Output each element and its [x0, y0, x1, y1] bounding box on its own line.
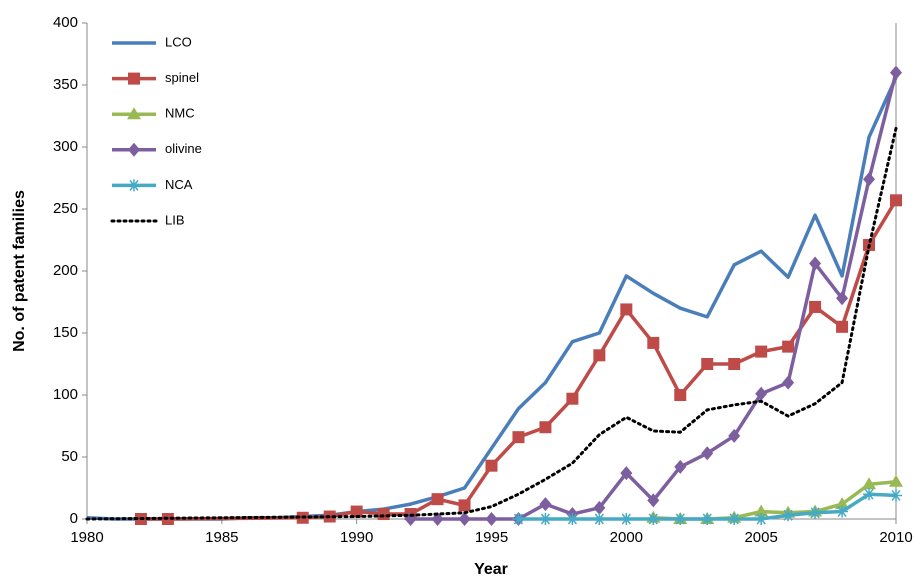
- marker: [863, 488, 876, 501]
- marker: [862, 477, 877, 490]
- marker: [755, 386, 768, 401]
- marker: [674, 459, 687, 474]
- marker: [728, 358, 741, 370]
- marker: [809, 256, 822, 271]
- marker: [128, 142, 140, 157]
- marker: [593, 349, 606, 362]
- marker: [836, 291, 849, 306]
- y-tick-label: 400: [53, 14, 78, 31]
- x-tick-label: 1990: [340, 529, 373, 546]
- legend-label: NCA: [165, 177, 193, 192]
- x-tick-label: 2005: [744, 529, 777, 546]
- marker: [889, 474, 903, 487]
- marker: [782, 509, 795, 522]
- x-axis-title: Year: [474, 561, 508, 578]
- y-tick-label: 0: [70, 510, 78, 527]
- series-line: [85, 126, 898, 521]
- marker: [647, 493, 660, 508]
- x-tick-label: 2010: [879, 529, 912, 546]
- marker: [835, 497, 850, 510]
- marker: [809, 300, 822, 313]
- series-line: [86, 76, 898, 521]
- marker: [647, 336, 660, 349]
- marker: [539, 421, 552, 434]
- y-tick-label: 300: [53, 138, 78, 155]
- y-tick-label: 150: [53, 324, 78, 341]
- marker: [458, 512, 471, 526]
- marker: [728, 428, 741, 443]
- marker: [755, 513, 768, 525]
- marker: [620, 303, 633, 316]
- marker: [836, 320, 849, 333]
- marker: [620, 466, 633, 481]
- marker: [350, 505, 363, 518]
- y-tick-label: 100: [53, 386, 78, 403]
- series-line: [140, 199, 898, 521]
- marker: [809, 506, 822, 519]
- marker: [512, 513, 525, 525]
- marker: [458, 499, 471, 512]
- x-tick-label: 1980: [70, 529, 103, 546]
- x-tick-label: 1985: [205, 529, 238, 546]
- y-axis-title: No. of patent families: [11, 190, 28, 352]
- marker: [755, 345, 768, 358]
- series-line: [410, 72, 898, 521]
- marker: [701, 513, 714, 525]
- marker: [674, 389, 687, 401]
- marker: [728, 513, 741, 525]
- marker: [431, 493, 444, 506]
- marker: [593, 513, 606, 525]
- marker: [377, 508, 390, 521]
- marker: [674, 513, 687, 525]
- legend-label: olivine: [165, 141, 202, 156]
- marker: [620, 513, 633, 525]
- marker: [863, 172, 876, 187]
- y-tick-label: 50: [61, 448, 78, 465]
- marker: [566, 392, 579, 405]
- marker: [128, 179, 140, 192]
- y-tick-label: 200: [53, 262, 78, 279]
- marker: [836, 505, 849, 518]
- marker: [890, 65, 902, 80]
- marker: [512, 431, 525, 444]
- legend-label: NMC: [165, 106, 195, 121]
- x-tick-label: 1995: [475, 529, 508, 546]
- marker: [647, 513, 660, 525]
- marker: [566, 513, 579, 525]
- marker: [701, 358, 714, 370]
- marker: [128, 72, 140, 85]
- marker: [754, 504, 769, 517]
- marker: [782, 340, 795, 353]
- marker: [890, 489, 902, 502]
- legend-label: spinel: [165, 70, 199, 85]
- marker: [701, 446, 714, 461]
- marker: [539, 513, 552, 525]
- y-tick-label: 350: [53, 76, 78, 93]
- marker: [485, 512, 498, 526]
- marker: [485, 459, 498, 472]
- y-tick-label: 250: [53, 200, 78, 217]
- legend-label: LIB: [165, 212, 185, 227]
- marker: [782, 375, 795, 390]
- marker: [127, 107, 141, 120]
- marker: [890, 194, 902, 207]
- x-tick-label: 2000: [610, 529, 643, 546]
- legend-label: LCO: [165, 34, 192, 49]
- marker: [539, 497, 552, 512]
- marker: [593, 500, 606, 515]
